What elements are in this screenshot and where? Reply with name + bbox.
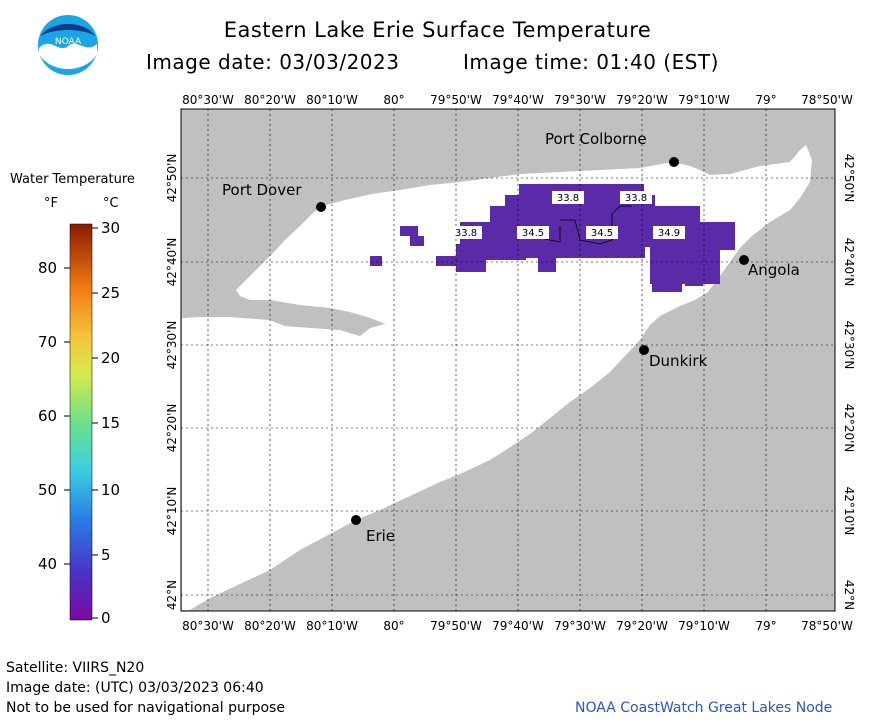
lon-label-top: 80° — [383, 93, 404, 107]
map-frame — [180, 108, 836, 612]
lat-label-left: 42°40'N — [165, 238, 179, 287]
lat-label-right: 42°N — [842, 580, 856, 610]
city-marker — [739, 255, 749, 265]
legend-f-tick: 70 — [38, 333, 57, 351]
legend-c-tick: 5 — [101, 546, 111, 564]
city-label: Dunkirk — [649, 352, 708, 370]
lon-label-top: 80°10'W — [306, 93, 358, 107]
lon-label-bottom: 79°10'W — [678, 619, 730, 633]
lon-label-bottom: 79°30'W — [554, 619, 606, 633]
lon-label-bottom: 79°40'W — [492, 619, 544, 633]
temp-label: 34.9 — [658, 228, 680, 239]
temperature-pixels — [370, 184, 735, 292]
legend-c-tick: 10 — [101, 481, 120, 499]
legend-c-tick: 20 — [101, 349, 120, 367]
lon-label-top: 79° — [755, 93, 776, 107]
legend-title: Water Temperature — [10, 172, 135, 187]
logo-text: NOAA — [55, 37, 82, 47]
lon-label-top: 80°30'W — [182, 93, 234, 107]
lat-label-left: 42°50'N — [165, 154, 179, 203]
lon-label-bottom: 80°10'W — [306, 619, 358, 633]
city-marker — [351, 515, 361, 525]
city-label: Port Dover — [222, 181, 302, 199]
temp-label: 33.8 — [455, 228, 477, 239]
legend-c-tick: 15 — [101, 414, 120, 432]
disclaimer: Not to be used for navigational purpose — [6, 700, 285, 716]
lon-label-bottom: 80°30'W — [182, 619, 234, 633]
noaa-logo: NOAA — [38, 15, 98, 75]
legend-f-tick: 40 — [38, 555, 57, 573]
city-label: Erie — [366, 527, 395, 545]
page-title: Eastern Lake Erie Surface Temperature — [223, 18, 652, 42]
city-marker — [669, 157, 679, 167]
lon-label-top: 80°20'W — [244, 93, 296, 107]
image-date-utc: Image date: (UTC) 03/03/2023 06:40 — [6, 680, 264, 696]
lon-label-bottom: 80°20'W — [244, 619, 296, 633]
lon-label-top: 78°50'W — [801, 93, 853, 107]
lon-label-top: 79°20'W — [616, 93, 668, 107]
legend-f-tick: 80 — [38, 259, 57, 277]
temp-label: 33.8 — [557, 193, 579, 204]
legend-color-bar — [69, 223, 93, 621]
graticule — [181, 109, 835, 611]
lon-label-bottom: 79°20'W — [616, 619, 668, 633]
satellite-info: Satellite: VIIRS_N20 — [6, 660, 145, 676]
temp-label: 34.5 — [522, 228, 544, 239]
legend-unit-c: °C — [103, 196, 119, 211]
legend-unit-f: °F — [44, 196, 58, 211]
image-time: Image time: 01:40 (EST) — [463, 50, 719, 74]
image-date: Image date: 03/03/2023 — [146, 50, 400, 74]
lat-label-right: 42°40'N — [842, 238, 856, 287]
lon-label-bottom: 79°50'W — [430, 619, 482, 633]
lon-label-top: 79°50'W — [430, 93, 482, 107]
lat-label-right: 42°50'N — [842, 154, 856, 203]
lat-label-left: 42°10'N — [165, 487, 179, 536]
lat-label-left: 42°N — [165, 580, 179, 610]
lat-label-left: 42°20'N — [165, 404, 179, 453]
lon-label-bottom: 79° — [755, 619, 776, 633]
lon-label-top: 79°40'W — [492, 93, 544, 107]
lat-label-left: 42°30'N — [165, 321, 179, 370]
temp-label: 34.5 — [591, 228, 613, 239]
temp-label: 33.8 — [625, 193, 647, 204]
legend-c-tick: 0 — [101, 609, 111, 627]
lon-label-top: 79°10'W — [678, 93, 730, 107]
legend-c-tick: 30 — [101, 219, 120, 237]
city-label: Port Colborne — [545, 130, 647, 148]
lon-label-bottom: 78°50'W — [801, 619, 853, 633]
lat-label-right: 42°10'N — [842, 487, 856, 536]
credit: NOAA CoastWatch Great Lakes Node — [575, 700, 833, 716]
lat-label-right: 42°30'N — [842, 321, 856, 370]
legend-f-tick: 50 — [38, 481, 57, 499]
legend-c-tick: 25 — [101, 284, 120, 302]
legend-f-tick: 60 — [38, 407, 57, 425]
lon-label-top: 79°30'W — [554, 93, 606, 107]
city-label: Angola — [748, 261, 800, 279]
city-marker — [316, 202, 326, 212]
lon-label-bottom: 80° — [383, 619, 404, 633]
lat-label-right: 42°20'N — [842, 404, 856, 453]
city-marker — [639, 345, 649, 355]
long-point — [182, 310, 385, 336]
